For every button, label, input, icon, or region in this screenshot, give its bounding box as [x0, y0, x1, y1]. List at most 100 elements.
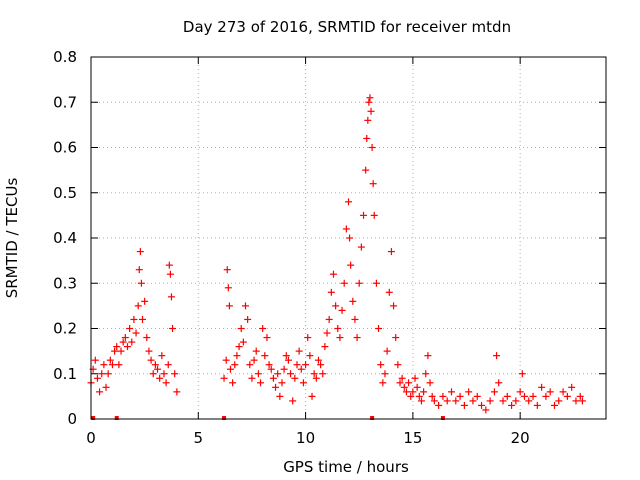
data-point [542, 392, 550, 400]
y-tick-label: 0.3 [53, 274, 77, 292]
data-point [394, 361, 402, 369]
data-point [119, 338, 127, 346]
data-point [385, 288, 393, 296]
data-point [276, 392, 284, 400]
data-point [370, 211, 378, 219]
data-point [360, 211, 368, 219]
data-point [428, 392, 436, 400]
data-point [499, 397, 507, 405]
data-point [559, 388, 567, 396]
data-point [342, 225, 350, 233]
data-point [572, 397, 580, 405]
plot-frame [90, 56, 607, 420]
data-point [297, 365, 305, 373]
data-point [321, 343, 329, 351]
data-point [366, 94, 374, 102]
data-point [165, 261, 173, 269]
data-point [98, 370, 106, 378]
baseline-marker [370, 416, 375, 420]
data-point [327, 288, 335, 296]
data-point [345, 198, 352, 206]
data-point [135, 266, 143, 274]
data-point [336, 334, 344, 342]
data-point [576, 392, 584, 400]
y-tick-label: 0 [67, 410, 77, 428]
y-tick-label: 0.2 [53, 320, 77, 338]
data-point [332, 302, 340, 310]
data-point [400, 383, 408, 391]
data-point [160, 370, 168, 378]
data-point [529, 392, 537, 400]
data-point [546, 388, 554, 396]
data-point [329, 270, 337, 278]
data-point [156, 374, 164, 382]
data-point [411, 374, 419, 382]
data-point [145, 347, 153, 355]
data-point [420, 388, 428, 396]
y-axis-label: SRMTID / TECUs [3, 178, 21, 299]
data-point [365, 98, 373, 106]
data-point [426, 379, 434, 387]
data-point [269, 374, 277, 382]
data-point [518, 370, 526, 378]
data-point [113, 343, 121, 351]
y-tick-label: 0.1 [53, 365, 77, 383]
data-point [312, 374, 320, 382]
baseline-marker [222, 416, 227, 420]
data-point [452, 397, 460, 405]
data-point [319, 370, 327, 378]
data-point [136, 248, 144, 256]
data-point [115, 361, 123, 369]
data-point [415, 392, 423, 400]
data-point [289, 397, 297, 405]
data-point [282, 352, 290, 360]
y-tick-label: 0.5 [53, 184, 77, 202]
data-point [456, 392, 464, 400]
y-axis-ticks: 0 0.1 0.2 0.3 0.4 0.5 0.6 0.7 0.8 [53, 48, 606, 428]
data-point [121, 334, 129, 342]
data-point [377, 361, 385, 369]
data-point [383, 347, 391, 355]
data-point [490, 388, 498, 396]
data-point [381, 370, 389, 378]
data-point [291, 374, 299, 382]
data-point [139, 315, 146, 323]
data-point [568, 383, 576, 391]
data-point [93, 374, 101, 382]
data-point [473, 392, 481, 400]
data-point [274, 370, 282, 378]
data-point [478, 401, 486, 409]
data-point [417, 397, 425, 405]
data-point [448, 388, 455, 396]
data-point [525, 397, 533, 405]
data-point [128, 338, 136, 346]
data-point [169, 325, 177, 332]
baseline-marker [114, 416, 119, 420]
data-point [134, 302, 142, 310]
y-tick-label: 0.7 [53, 93, 77, 111]
data-point [357, 243, 365, 251]
data-point [508, 401, 516, 409]
data-point [520, 392, 528, 400]
data-point [493, 352, 501, 360]
data-point [106, 356, 114, 364]
data-point [351, 315, 359, 323]
data-point [242, 302, 249, 310]
data-point [465, 388, 473, 396]
data-point [293, 361, 301, 369]
data-point [413, 383, 421, 391]
data-point [375, 325, 383, 332]
data-point [306, 352, 314, 360]
baseline-marker [91, 416, 96, 420]
x-tick-label: 5 [194, 429, 204, 447]
data-point [372, 279, 380, 287]
data-point [390, 302, 398, 310]
data-point [154, 365, 162, 373]
data-point [338, 306, 346, 314]
data-point [396, 379, 404, 387]
data-point [149, 370, 157, 378]
data-point [278, 379, 286, 387]
data-point [167, 293, 175, 301]
data-point [325, 315, 333, 323]
y-tick-label: 0.8 [53, 48, 77, 66]
